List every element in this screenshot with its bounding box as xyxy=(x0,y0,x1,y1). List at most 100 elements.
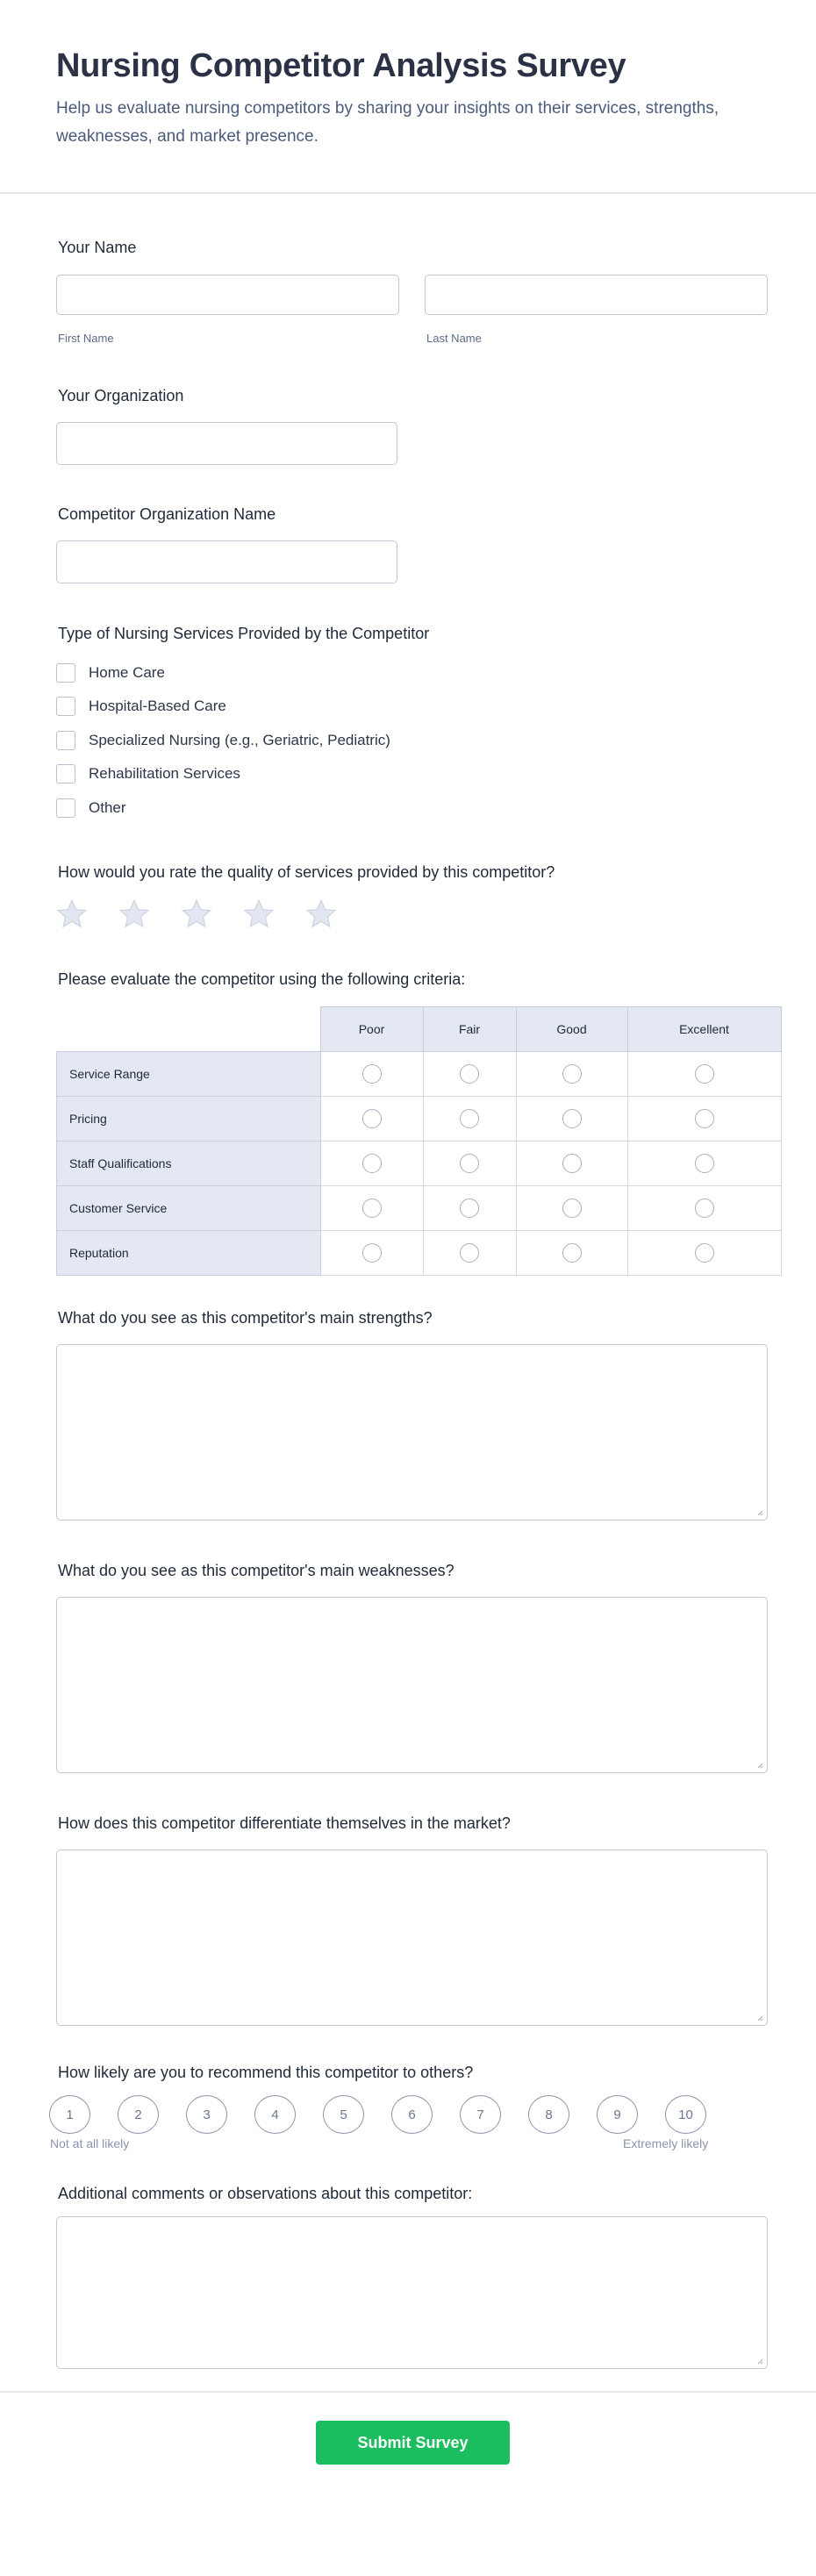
radio-button[interactable] xyxy=(361,1199,382,1218)
submit-button[interactable]: Submit Survey xyxy=(316,2421,510,2465)
radio-button[interactable] xyxy=(694,1243,714,1263)
service-option[interactable]: Other xyxy=(56,797,126,819)
star-rating[interactable] xyxy=(56,898,337,930)
radio-button[interactable] xyxy=(361,1109,382,1128)
service-option[interactable]: Home Care xyxy=(56,662,165,684)
matrix-column-header: Fair xyxy=(422,1006,517,1052)
comments-textarea[interactable] xyxy=(56,2216,768,2369)
radio-button[interactable] xyxy=(562,1064,582,1084)
matrix-row: Customer Service xyxy=(56,1185,782,1231)
radio-button[interactable] xyxy=(562,1109,582,1128)
radio-button[interactable] xyxy=(361,1154,382,1173)
recommend-option[interactable]: 9 xyxy=(597,2095,638,2134)
matrix-row: Staff Qualifications xyxy=(56,1141,782,1186)
checkbox[interactable] xyxy=(56,697,75,716)
service-option[interactable]: Rehabilitation Services xyxy=(56,762,240,785)
service-option-label: Home Care xyxy=(89,664,165,681)
star-icon[interactable] xyxy=(243,898,275,930)
recommend-option[interactable]: 3 xyxy=(186,2095,227,2134)
matrix-cell xyxy=(319,1051,424,1097)
star-icon[interactable] xyxy=(56,898,88,930)
high-label: Extremely likely xyxy=(623,2136,709,2150)
matrix-cell xyxy=(626,1230,782,1276)
last-name-input[interactable] xyxy=(425,275,768,315)
recommend-option[interactable]: 10 xyxy=(665,2095,706,2134)
matrix-header-row: Poor Fair Good Excellent xyxy=(56,1006,782,1052)
recommend-label: How likely are you to recommend this com… xyxy=(58,2064,474,2081)
weaknesses-textarea[interactable] xyxy=(56,1597,768,1773)
radio-button[interactable] xyxy=(562,1199,582,1218)
radio-button[interactable] xyxy=(460,1064,479,1084)
recommend-option[interactable]: 7 xyxy=(460,2095,501,2134)
recommend-option[interactable]: 5 xyxy=(323,2095,364,2134)
recommend-option[interactable]: 2 xyxy=(118,2095,159,2134)
radio-button[interactable] xyxy=(460,1109,479,1128)
matrix-cell xyxy=(626,1096,782,1141)
radio-button[interactable] xyxy=(562,1243,582,1263)
matrix-corner xyxy=(56,1006,320,1052)
strengths-textarea[interactable] xyxy=(56,1344,768,1521)
radio-button[interactable] xyxy=(562,1154,582,1173)
star-icon[interactable] xyxy=(181,898,212,930)
strengths-label: What do you see as this competitor's mai… xyxy=(58,1309,433,1327)
header-divider xyxy=(0,192,816,194)
service-option[interactable]: Hospital-Based Care xyxy=(56,695,226,718)
recommend-option[interactable]: 4 xyxy=(254,2095,296,2134)
service-option-label: Other xyxy=(89,799,126,816)
matrix-cell xyxy=(319,1096,424,1141)
checkbox[interactable] xyxy=(56,764,75,784)
radio-button[interactable] xyxy=(694,1154,714,1173)
first-name-input[interactable] xyxy=(56,275,399,315)
matrix-row-label: Reputation xyxy=(56,1230,321,1276)
organization-input[interactable] xyxy=(56,422,397,465)
matrix-cell xyxy=(422,1185,517,1231)
services-label: Type of Nursing Services Provided by the… xyxy=(58,625,430,642)
checkbox[interactable] xyxy=(56,731,75,750)
organization-label: Your Organization xyxy=(58,387,184,404)
matrix-cell xyxy=(515,1185,628,1231)
star-icon[interactable] xyxy=(118,898,150,930)
radio-button[interactable] xyxy=(694,1064,714,1084)
resize-grip-icon[interactable] xyxy=(756,2358,763,2365)
star-icon[interactable] xyxy=(305,898,337,930)
matrix-cell xyxy=(319,1230,424,1276)
radio-button[interactable] xyxy=(460,1199,479,1218)
competitor-input[interactable] xyxy=(56,540,397,583)
last-name-sublabel: Last Name xyxy=(426,332,482,345)
recommend-option[interactable]: 8 xyxy=(528,2095,569,2134)
service-option-label: Specialized Nursing (e.g., Geriatric, Pe… xyxy=(89,732,390,748)
radio-button[interactable] xyxy=(694,1109,714,1128)
radio-button[interactable] xyxy=(460,1154,479,1173)
matrix-row-label: Staff Qualifications xyxy=(56,1141,321,1186)
matrix-cell xyxy=(626,1051,782,1097)
matrix-label: Please evaluate the competitor using the… xyxy=(58,970,466,988)
matrix-cell xyxy=(515,1141,628,1186)
service-option[interactable]: Specialized Nursing (e.g., Geriatric, Pe… xyxy=(56,729,390,752)
checkbox[interactable] xyxy=(56,798,75,818)
radio-button[interactable] xyxy=(361,1243,382,1263)
service-option-label: Rehabilitation Services xyxy=(89,765,240,782)
recommend-scale: 1 2 3 4 5 6 7 8 9 10 xyxy=(49,2095,706,2134)
radio-button[interactable] xyxy=(694,1199,714,1218)
recommend-option[interactable]: 6 xyxy=(391,2095,433,2134)
matrix-row: Service Range xyxy=(56,1051,782,1097)
recommend-option[interactable]: 1 xyxy=(49,2095,90,2134)
comments-label: Additional comments or observations abou… xyxy=(58,2185,473,2202)
matrix-cell xyxy=(515,1230,628,1276)
resize-grip-icon[interactable] xyxy=(756,1509,763,1516)
footer-divider xyxy=(0,2391,816,2393)
differentiation-textarea[interactable] xyxy=(56,1850,768,2026)
matrix-column-header: Poor xyxy=(319,1006,424,1052)
radio-button[interactable] xyxy=(361,1064,382,1084)
checkbox[interactable] xyxy=(56,663,75,683)
radio-button[interactable] xyxy=(460,1243,479,1263)
matrix-cell xyxy=(422,1051,517,1097)
matrix-cell xyxy=(626,1141,782,1186)
matrix-cell xyxy=(319,1185,424,1231)
matrix-row-label: Service Range xyxy=(56,1051,321,1097)
service-option-label: Hospital-Based Care xyxy=(89,698,226,714)
matrix-cell xyxy=(515,1051,628,1097)
resize-grip-icon[interactable] xyxy=(756,1762,763,1769)
resize-grip-icon[interactable] xyxy=(756,2014,763,2021)
low-label: Not at all likely xyxy=(50,2136,130,2150)
